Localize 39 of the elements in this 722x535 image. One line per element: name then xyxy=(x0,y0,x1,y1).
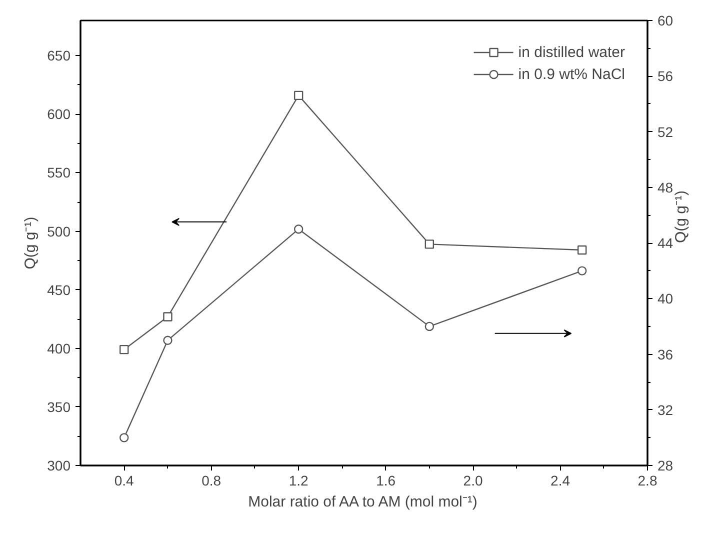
point xyxy=(163,312,172,322)
y2-tick-label: 44 xyxy=(658,235,674,251)
x-tick-label: 0.8 xyxy=(202,472,222,488)
y2-tick-label: 48 xyxy=(658,179,674,196)
y-tick-label: 300 xyxy=(47,458,71,474)
x-tick-label: 1.6 xyxy=(376,472,396,488)
point xyxy=(294,224,304,234)
point xyxy=(163,336,172,345)
y2-tick-label: 40 xyxy=(658,290,674,307)
x-tick-label: 2.8 xyxy=(638,472,658,488)
point xyxy=(577,266,587,276)
point xyxy=(294,90,304,100)
y-tick-label: 400 xyxy=(47,340,71,356)
y2-tick-label: 60 xyxy=(658,12,674,28)
y2-tick-label: 52 xyxy=(658,124,674,140)
legend-label: in 0.9 wt% NaCl xyxy=(518,66,625,82)
y-tick-label: 650 xyxy=(47,48,71,64)
point xyxy=(120,344,129,354)
point xyxy=(120,433,129,442)
x-tick-label: 1.2 xyxy=(288,472,309,488)
y-tick-label: 350 xyxy=(47,398,71,415)
point xyxy=(577,245,587,255)
x-tick-label: 0.4 xyxy=(114,472,134,488)
legend-label: in distilled water xyxy=(518,44,625,60)
y2-tick-label: 36 xyxy=(658,346,674,362)
y-tick-label: 450 xyxy=(47,282,71,298)
y2-tick-label: 28 xyxy=(658,458,674,474)
y-tick-label: 550 xyxy=(47,164,71,181)
x-tick-label: 2.4 xyxy=(550,472,570,488)
y2-tick-label: 56 xyxy=(658,68,674,84)
point xyxy=(424,322,434,332)
y-tick-label: 600 xyxy=(47,106,71,122)
x-axis-title: Molar ratio of AA to AM (mol mol⁻¹) xyxy=(248,494,478,510)
y-tick-label: 500 xyxy=(47,223,71,240)
y2-axis-title: Q(g g⁻¹) xyxy=(672,190,690,243)
point xyxy=(424,240,434,249)
y2-tick-label: 32 xyxy=(658,402,674,418)
x-tick-label: 2.0 xyxy=(463,472,483,488)
y-axis-title: Q(g g⁻¹) xyxy=(22,216,40,270)
